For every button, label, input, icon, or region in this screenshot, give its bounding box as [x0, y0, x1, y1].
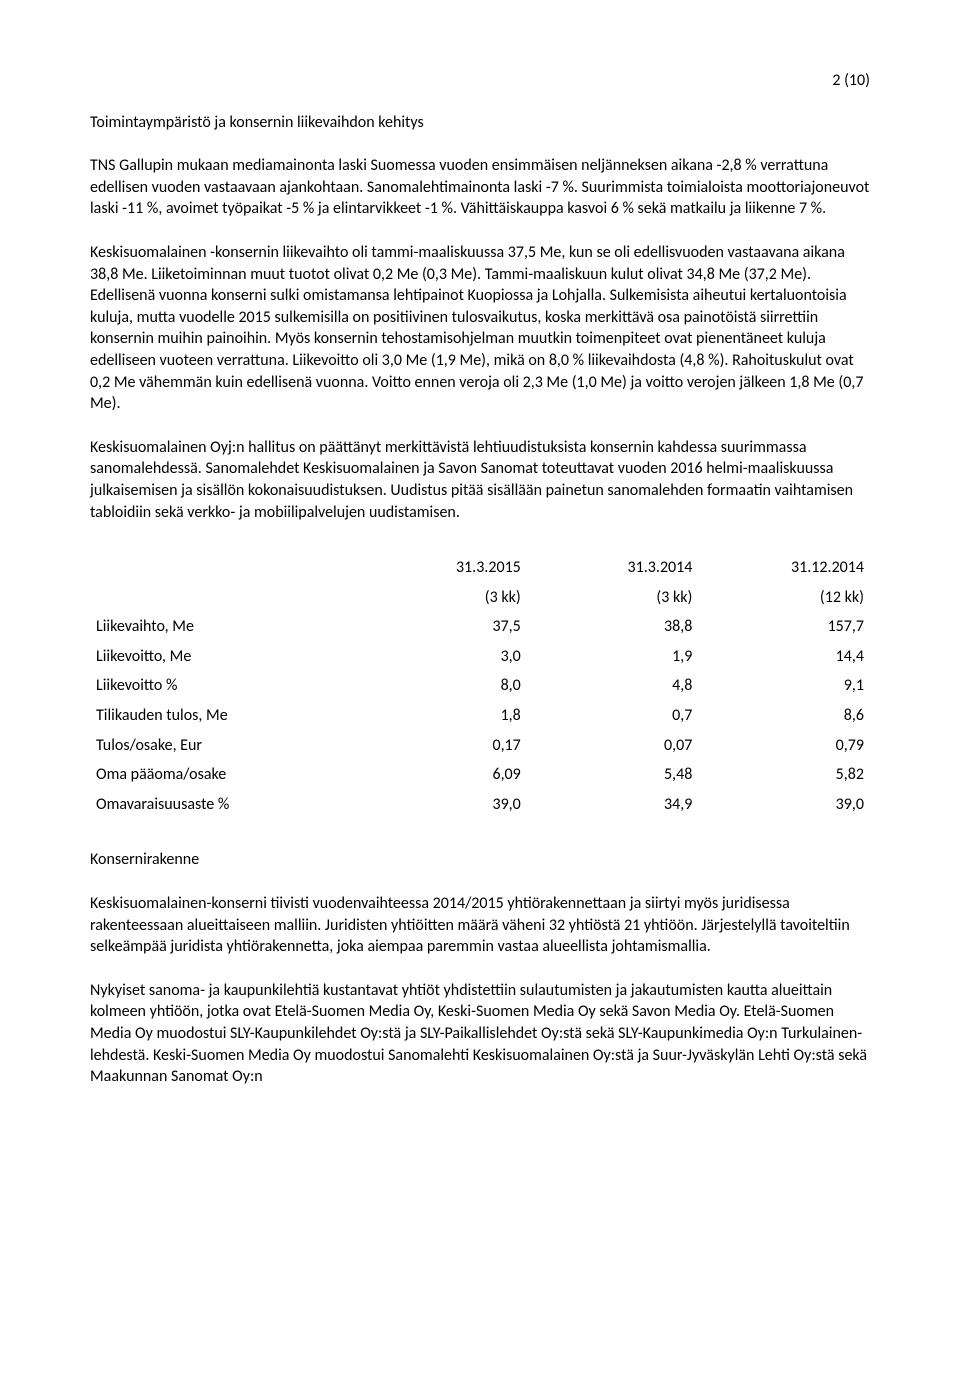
page-number: 2 (10) [90, 70, 870, 92]
row-value: 34,9 [527, 790, 699, 820]
row-value: 1,8 [355, 701, 527, 731]
table-header-date-3: 31.12.2014 [698, 553, 870, 583]
table-header-blank2 [90, 583, 355, 613]
row-value: 39,0 [355, 790, 527, 820]
table-row: Oma pääoma/osake 6,09 5,48 5,82 [90, 760, 870, 790]
table-row: Liikevoitto, Me 3,0 1,9 14,4 [90, 642, 870, 672]
paragraph-2: Keskisuomalainen -konsernin liikevaihto … [90, 242, 870, 415]
table-header-period-1: (3 kk) [355, 583, 527, 613]
row-label: Oma pääoma/osake [90, 760, 355, 790]
paragraph-5: Nykyiset sanoma- ja kaupunkilehtiä kusta… [90, 980, 870, 1088]
section-title: Toimintaympäristö ja konsernin liikevaih… [90, 112, 870, 134]
row-value: 9,1 [698, 671, 870, 701]
row-value: 39,0 [698, 790, 870, 820]
paragraph-1: TNS Gallupin mukaan mediamainonta laski … [90, 155, 870, 220]
financial-table: 31.3.2015 31.3.2014 31.12.2014 (3 kk) (3… [90, 553, 870, 819]
row-value: 0,07 [527, 731, 699, 761]
row-label: Liikevaihto, Me [90, 612, 355, 642]
table-header-period-3: (12 kk) [698, 583, 870, 613]
row-value: 6,09 [355, 760, 527, 790]
table-header-period-2: (3 kk) [527, 583, 699, 613]
row-value: 3,0 [355, 642, 527, 672]
row-label: Liikevoitto, Me [90, 642, 355, 672]
row-value: 5,82 [698, 760, 870, 790]
row-value: 38,8 [527, 612, 699, 642]
table-row: Omavaraisuusaste % 39,0 34,9 39,0 [90, 790, 870, 820]
paragraph-4: Keskisuomalainen-konserni tiivisti vuode… [90, 893, 870, 958]
row-value: 4,8 [527, 671, 699, 701]
table-header-date-1: 31.3.2015 [355, 553, 527, 583]
row-value: 8,6 [698, 701, 870, 731]
paragraph-3: Keskisuomalainen Oyj:n hallitus on päätt… [90, 437, 870, 523]
row-value: 14,4 [698, 642, 870, 672]
row-value: 0,7 [527, 701, 699, 731]
row-label: Liikevoitto % [90, 671, 355, 701]
row-label: Tilikauden tulos, Me [90, 701, 355, 731]
row-label: Tulos/osake, Eur [90, 731, 355, 761]
table-row: Liikevaihto, Me 37,5 38,8 157,7 [90, 612, 870, 642]
table-header-dates: 31.3.2015 31.3.2014 31.12.2014 [90, 553, 870, 583]
subheading: Konsernirakenne [90, 849, 870, 871]
row-value: 1,9 [527, 642, 699, 672]
table-row: Tilikauden tulos, Me 1,8 0,7 8,6 [90, 701, 870, 731]
row-value: 5,48 [527, 760, 699, 790]
row-value: 0,79 [698, 731, 870, 761]
row-label: Omavaraisuusaste % [90, 790, 355, 820]
table-row: Tulos/osake, Eur 0,17 0,07 0,79 [90, 731, 870, 761]
table-header-date-2: 31.3.2014 [527, 553, 699, 583]
table-row: Liikevoitto % 8,0 4,8 9,1 [90, 671, 870, 701]
row-value: 157,7 [698, 612, 870, 642]
row-value: 37,5 [355, 612, 527, 642]
row-value: 0,17 [355, 731, 527, 761]
row-value: 8,0 [355, 671, 527, 701]
table-header-blank [90, 553, 355, 583]
table-header-periods: (3 kk) (3 kk) (12 kk) [90, 583, 870, 613]
